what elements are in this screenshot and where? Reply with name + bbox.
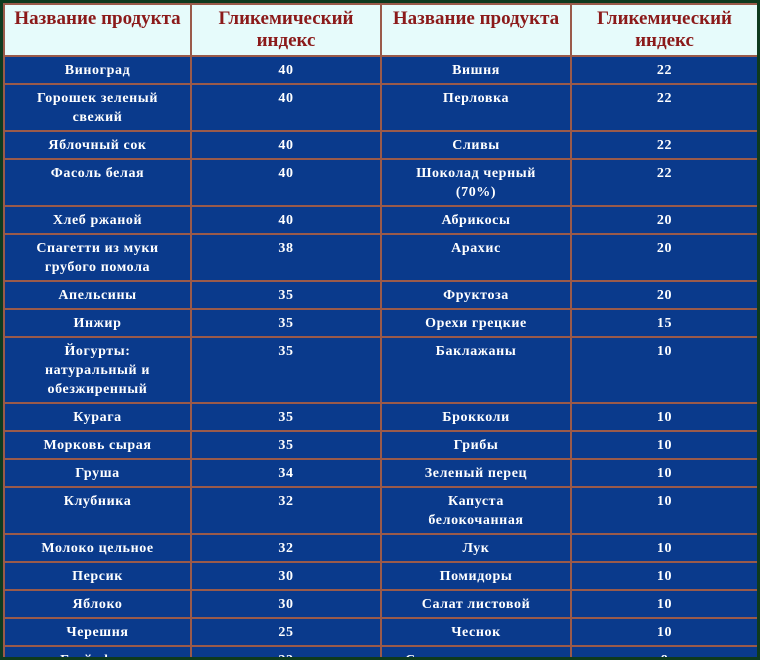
index-cell: 10 — [570, 533, 757, 563]
product-cell: Семечки подсолнуха — [380, 645, 572, 657]
table-row: Виноград 40 Вишня 22 — [3, 55, 757, 85]
product-cell: Горошек зеленый свежий — [3, 83, 192, 132]
product-cell: Сливы — [380, 130, 572, 160]
product-cell: Фасоль белая — [3, 158, 192, 207]
product-cell: Брокколи — [380, 402, 572, 432]
header-cell: Название продукта — [3, 3, 192, 57]
product-cell: Фруктоза — [380, 280, 572, 310]
index-cell: 40 — [190, 83, 382, 132]
glycemic-table: Название продукта Гликемический индекс Наз… — [3, 3, 757, 657]
index-cell: 35 — [190, 336, 382, 404]
table-row: Груша 34 Зеленый перец 10 — [3, 458, 757, 488]
index-cell: 10 — [570, 486, 757, 535]
index-cell: 10 — [570, 589, 757, 619]
product-cell: Апельсины — [3, 280, 192, 310]
index-cell: 22 — [570, 130, 757, 160]
table-row: Апельсины 35 Фруктоза 20 — [3, 280, 757, 310]
table-row: Фасоль белая 40 Шоколад черный (70%) 22 — [3, 158, 757, 207]
product-cell: Баклажаны — [380, 336, 572, 404]
header-cell: Гликемический индекс — [190, 3, 382, 57]
index-cell: 20 — [570, 280, 757, 310]
product-cell: Лук — [380, 533, 572, 563]
index-cell: 35 — [190, 430, 382, 460]
product-cell: Арахис — [380, 233, 572, 282]
product-cell: Инжир — [3, 308, 192, 338]
table-row: Яблочный сок 40 Сливы 22 — [3, 130, 757, 160]
index-cell: 22 — [570, 158, 757, 207]
table-row: Спагетти из муки грубого помола 38 Арахис 2… — [3, 233, 757, 282]
product-cell: Груша — [3, 458, 192, 488]
index-cell: 35 — [190, 280, 382, 310]
index-cell: 40 — [190, 130, 382, 160]
index-cell: 40 — [190, 158, 382, 207]
product-cell: Капуста белокочанная — [380, 486, 572, 535]
index-cell: 30 — [190, 561, 382, 591]
product-cell: Спагетти из муки грубого помола — [3, 233, 192, 282]
index-cell: 22 — [570, 83, 757, 132]
index-cell: 40 — [190, 55, 382, 85]
table-body: Виноград 40 Вишня 22 Горошек зеленый свежий 4… — [3, 55, 757, 657]
product-cell: Чеснок — [380, 617, 572, 647]
product-cell: Яблочный сок — [3, 130, 192, 160]
index-cell: 32 — [190, 486, 382, 535]
product-cell: Персик — [3, 561, 192, 591]
product-cell: Шоколад черный (70%) — [380, 158, 572, 207]
index-cell: 40 — [190, 205, 382, 235]
index-cell: 15 — [570, 308, 757, 338]
product-cell: Вишня — [380, 55, 572, 85]
product-cell: Грейпфрут — [3, 645, 192, 657]
index-cell: 32 — [190, 533, 382, 563]
product-cell: Хлеб ржаной — [3, 205, 192, 235]
index-cell: 25 — [190, 617, 382, 647]
index-cell: 10 — [570, 336, 757, 404]
table-row: Клубника 32 Капуста белокочанная 10 — [3, 486, 757, 535]
product-cell: Грибы — [380, 430, 572, 460]
product-cell: Перловка — [380, 83, 572, 132]
index-cell: 34 — [190, 458, 382, 488]
table-row: Хлеб ржаной 40 Абрикосы 20 — [3, 205, 757, 235]
table-row: Курага 35 Брокколи 10 — [3, 402, 757, 432]
product-cell: Яблоко — [3, 589, 192, 619]
product-cell: Орехи грецкие — [380, 308, 572, 338]
index-cell: 35 — [190, 308, 382, 338]
table-row: Морковь сырая 35 Грибы 10 — [3, 430, 757, 460]
table-row: Персик 30 Помидоры 10 — [3, 561, 757, 591]
index-cell: 20 — [570, 233, 757, 282]
index-cell: 10 — [570, 617, 757, 647]
product-cell: Морковь сырая — [3, 430, 192, 460]
index-cell: 20 — [570, 205, 757, 235]
product-cell: Черешня — [3, 617, 192, 647]
product-cell: Курага — [3, 402, 192, 432]
product-cell: Клубника — [3, 486, 192, 535]
index-cell: 10 — [570, 458, 757, 488]
product-cell: Помидоры — [380, 561, 572, 591]
header-cell: Гликемический индекс — [570, 3, 757, 57]
header-row: Название продукта Гликемический индекс Наз… — [3, 3, 757, 57]
table-row: Яблоко 30 Салат листовой 10 — [3, 589, 757, 619]
index-cell: 22 — [570, 55, 757, 85]
index-cell: 22 — [190, 645, 382, 657]
header-cell: Название продукта — [380, 3, 572, 57]
index-cell: 8 — [570, 645, 757, 657]
table-frame: Название продукта Гликемический индекс Наз… — [3, 3, 757, 657]
index-cell: 38 — [190, 233, 382, 282]
product-cell: Салат листовой — [380, 589, 572, 619]
index-cell: 30 — [190, 589, 382, 619]
table-row: Молоко цельное 32 Лук 10 — [3, 533, 757, 563]
product-cell: Молоко цельное — [3, 533, 192, 563]
table-row: Инжир 35 Орехи грецкие 15 — [3, 308, 757, 338]
table-row: Черешня 25 Чеснок 10 — [3, 617, 757, 647]
index-cell: 10 — [570, 430, 757, 460]
index-cell: 10 — [570, 402, 757, 432]
table-row: Горошек зеленый свежий 40 Перловка 22 — [3, 83, 757, 132]
index-cell: 10 — [570, 561, 757, 591]
product-cell: Йогурты: натуральный и обезжиренный — [3, 336, 192, 404]
product-cell: Зеленый перец — [380, 458, 572, 488]
product-cell: Виноград — [3, 55, 192, 85]
product-cell: Абрикосы — [380, 205, 572, 235]
table-row: Грейпфрут22Семечки подсолнуха8 — [3, 645, 757, 657]
table-row: Йогурты: натуральный и обезжиренный 35 Бак… — [3, 336, 757, 404]
index-cell: 35 — [190, 402, 382, 432]
